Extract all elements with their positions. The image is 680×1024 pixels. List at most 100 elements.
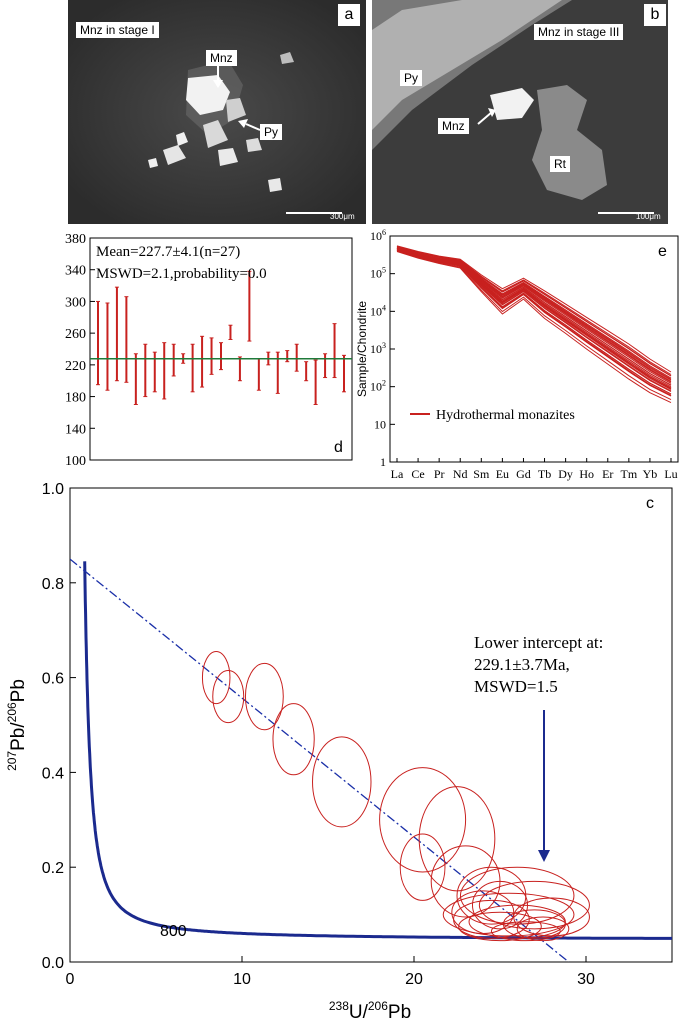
c-xtick-label: 10 (233, 971, 251, 988)
x-elem-2: Pb (388, 1002, 411, 1023)
error-ellipse (244, 662, 284, 731)
d-ytick-label: 100 (65, 454, 86, 466)
e-ytick-label: 10 (374, 417, 386, 431)
d-ytick-label: 340 (65, 264, 86, 279)
error-ellipse (399, 833, 446, 901)
chart-c-ylabel: 207Pb/206Pb (5, 679, 29, 771)
mnz-label-b: Mnz (438, 118, 469, 134)
ree-series-line (396, 249, 672, 396)
c-xtick-label: 20 (405, 971, 423, 988)
error-ellipse (458, 911, 542, 942)
arrows-b (477, 108, 496, 125)
intercept-annotation-1: Lower intercept at: (474, 633, 603, 652)
e-ytick-label: 105 (370, 266, 386, 281)
error-ellipse (201, 651, 231, 705)
d-ytick-label: 140 (65, 422, 86, 437)
e-xtick-label: Nd (453, 467, 468, 481)
py-label-b: Py (400, 70, 423, 86)
error-ellipse (212, 669, 245, 724)
c-ytick-label: 0.6 (42, 671, 64, 688)
error-ellipse (312, 736, 372, 828)
x-iso-2: 206 (368, 999, 388, 1013)
y-elem-2: Pb (8, 679, 29, 702)
mean-annotation: Mean=227.7±4.1(n=27) (96, 244, 240, 260)
e-xtick-label: Lu (664, 467, 677, 481)
weighted-mean-chart: 100 140 180 220 260 300 340 380 Mean=227.7±4.1(… (65, 232, 353, 466)
mnz-label-a: Mnz (206, 50, 237, 66)
intercept-annotation-3: MSWD=1.5 (474, 677, 558, 696)
error-ellipse (490, 921, 561, 942)
ree-series-line (396, 245, 672, 373)
e-xtick-label: Pr (434, 467, 445, 481)
error-ellipse (513, 897, 590, 937)
d-ytick-label: 300 (65, 295, 86, 310)
mswd-annotation: MSWD=2.1,probability=0.0 (96, 266, 267, 282)
c-xtick-label: 0 (66, 971, 75, 988)
e-xtick-label: Ho (579, 467, 594, 481)
legend-label: Hydrothermal monazites (436, 408, 575, 423)
chart-c-xlabel: 238U/206Pb (329, 999, 411, 1023)
chart-c-frame (69, 487, 673, 963)
e-xtick-label: Yb (643, 467, 658, 481)
y-iso-1: 207 (5, 751, 19, 771)
error-ellipse (451, 890, 515, 935)
chart-e-frame (389, 235, 679, 463)
e-xtick-label: Sm (473, 467, 490, 481)
e-ytick-label: 102 (370, 379, 386, 394)
ree-pattern-chart: 1 10 102 103 104 105 106 La Ce Pr Nd Sm Eu Gd Tb Dy Ho E… (355, 228, 679, 481)
ree-series-line (396, 251, 672, 404)
e-xtick-label: Tb (538, 467, 551, 481)
ree-series-line (396, 247, 672, 389)
e-xtick-label: Dy (558, 467, 573, 481)
e-xtick-label: Eu (496, 467, 509, 481)
e-ytick-label: 103 (370, 341, 386, 356)
error-ellipse (379, 767, 467, 873)
e-ytick-label: 1 (380, 455, 386, 469)
e-xtick-label: Gd (516, 467, 531, 481)
sem-image-a: Mnz in stage I Mnz Py a 300μm (68, 0, 366, 224)
panel-letter-d: d (334, 439, 343, 456)
concordia-age-label: 800 (160, 923, 187, 940)
stage-label-a: Mnz in stage I (76, 22, 159, 38)
panel-letter-e: e (658, 243, 667, 260)
ree-series-line (396, 250, 672, 401)
e-xtick-label: Ce (411, 467, 424, 481)
error-ellipse (516, 916, 570, 942)
y-iso-2: 206 (5, 702, 19, 722)
scale-label-b: 100μm (636, 212, 661, 221)
scale-label-a: 300μm (330, 212, 355, 221)
c-ytick-label: 1.0 (42, 481, 64, 498)
c-ytick-label: 0.0 (42, 955, 64, 972)
sem-image-b: Mnz in stage III Py Mnz Rt b 100μm (372, 0, 668, 224)
stage-label-b: Mnz in stage III (534, 24, 624, 40)
panel-letter-b: b (644, 4, 666, 26)
ree-series-line (396, 246, 672, 380)
e-ytick-label: 104 (370, 303, 386, 318)
x-elem-1: U/ (349, 1002, 369, 1023)
error-ellipse (272, 703, 315, 776)
e-ytick-label: 106 (370, 228, 386, 243)
y-elem-1: Pb/ (8, 722, 29, 751)
py-label-a: Py (260, 124, 283, 140)
d-ytick-label: 180 (65, 391, 86, 406)
panel-letter-a: a (338, 4, 360, 26)
c-xtick-label: 30 (577, 971, 595, 988)
rt-label-b: Rt (550, 156, 570, 172)
c-ytick-label: 0.4 (42, 765, 64, 782)
c-ytick-label: 0.8 (42, 576, 64, 593)
intercept-arrowhead (538, 850, 550, 862)
concordia-chart: 0 10 20 30 0.0 0.2 0.4 0.6 0.8 1.0 800 Lower inte… (5, 481, 673, 1023)
panel-letter-c: c (646, 495, 654, 512)
e-xtick-label: Er (602, 467, 613, 481)
d-ytick-label: 260 (65, 327, 86, 342)
c-ytick-label: 0.2 (42, 860, 64, 877)
ree-series-line (396, 248, 672, 393)
intercept-annotation-2: 229.1±3.7Ma, (474, 655, 570, 674)
arrows-a (213, 66, 261, 131)
d-ytick-label: 380 (65, 232, 86, 247)
e-xtick-label: Tm (621, 467, 638, 481)
ree-series-line (396, 247, 672, 381)
chart-e-ylabel: Sample/Chondrite (355, 301, 369, 397)
x-iso-1: 238 (329, 999, 349, 1013)
e-xtick-label: La (391, 467, 404, 481)
